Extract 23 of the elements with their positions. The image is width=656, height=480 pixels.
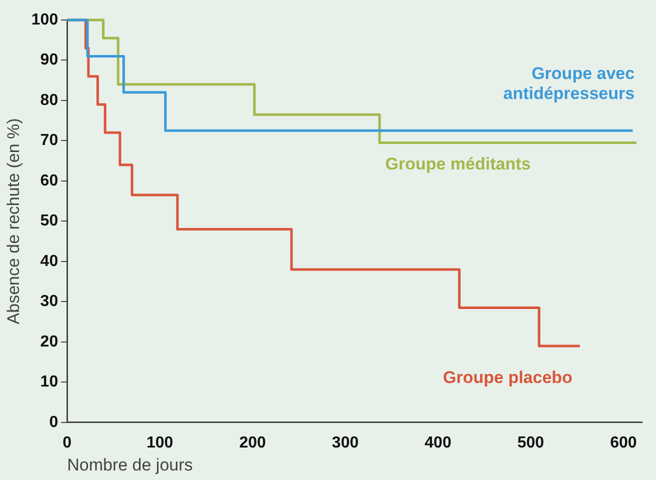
y-tick-label: 90: [40, 52, 58, 69]
x-tick-label: 300: [332, 434, 359, 452]
y-tick-label: 50: [40, 212, 58, 230]
x-tick-label: 100: [146, 434, 174, 452]
x-tick-label: 500: [517, 434, 544, 452]
y-tick-label: 10: [40, 374, 58, 391]
x-axis-title: Nombre de jours: [67, 455, 193, 474]
x-tick-label: 600: [610, 434, 637, 452]
x-tick-label: 0: [62, 434, 72, 452]
x-tick-label: 400: [424, 434, 452, 452]
y-tick-label: 0: [49, 414, 58, 431]
y-tick-label: 20: [40, 333, 58, 350]
series-label: Groupe méditants: [385, 154, 531, 174]
series-label: Groupe avec antidépresseurs: [503, 64, 635, 104]
y-tick-label: 70: [40, 132, 58, 150]
y-tick-label: 40: [40, 252, 58, 270]
y-axis-title: Absence de rechute (en %): [4, 118, 23, 324]
y-tick-label: 100: [31, 11, 58, 28]
y-tick-label: 30: [40, 293, 58, 310]
series-label: Groupe placebo: [443, 368, 572, 387]
y-tick-label: 80: [40, 92, 58, 109]
x-tick-label: 200: [239, 434, 266, 452]
y-tick-label: 60: [40, 172, 58, 190]
